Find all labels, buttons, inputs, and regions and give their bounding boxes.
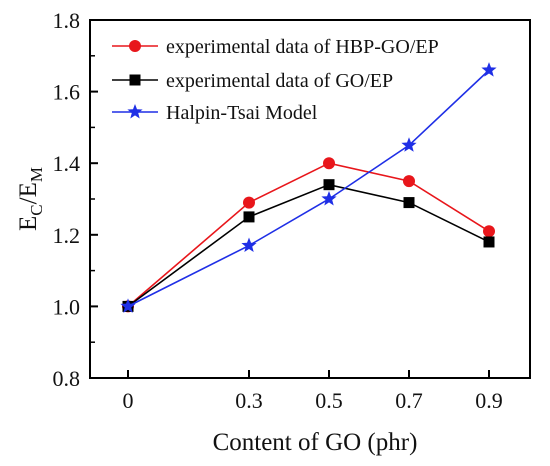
- data-point: [241, 237, 257, 253]
- y-tick-label: 1.0: [53, 294, 81, 319]
- data-point: [483, 225, 495, 238]
- legend: experimental data of HBP-GO/EP experiment…: [112, 36, 439, 124]
- x-tick-label: 0.5: [315, 388, 343, 413]
- data-point: [483, 236, 495, 248]
- x-tick-label: 0.7: [395, 388, 423, 413]
- legend-marker: [129, 40, 141, 52]
- x-tick-label: 0.9: [475, 388, 503, 413]
- y-axis-title-slash: /E: [15, 182, 42, 204]
- legend-item: Halpin-Tsai Model: [112, 102, 318, 124]
- y-axis: 0.8 1.0 1.2 1.4 1.6 1.8: [53, 8, 98, 391]
- series-1: [122, 157, 495, 313]
- legend-item: experimental data of GO/EP: [112, 70, 393, 92]
- series-layer: [120, 62, 497, 313]
- y-axis-title-sub2: M: [27, 167, 46, 182]
- series-line: [127, 183, 490, 308]
- data-point: [401, 137, 417, 152]
- data-point: [323, 157, 335, 170]
- x-tick-label: 0.3: [235, 388, 263, 413]
- svg-text:EC/EM: EC/EM: [15, 167, 46, 231]
- x-tick-label: 0: [123, 388, 134, 413]
- legend-label: experimental data of HBP-GO/EP: [166, 36, 439, 58]
- data-point: [243, 211, 255, 223]
- data-point: [403, 175, 415, 188]
- x-axis-title: Content of GO (phr): [213, 429, 418, 456]
- data-point: [403, 197, 415, 209]
- legend-item: experimental data of HBP-GO/EP: [112, 36, 439, 58]
- legend-marker: [129, 74, 141, 86]
- y-axis-title-main: E: [15, 216, 42, 231]
- legend-marker: [127, 104, 143, 119]
- data-point: [481, 62, 497, 77]
- legend-label: experimental data of GO/EP: [166, 70, 393, 92]
- y-tick-label: 0.8: [53, 366, 81, 391]
- series-3: [120, 62, 497, 313]
- y-tick-label: 1.4: [53, 151, 81, 176]
- data-point: [243, 196, 255, 209]
- x-axis: 0 0.3 0.5 0.7 0.9: [123, 370, 503, 413]
- y-tick-label: 1.2: [53, 223, 81, 248]
- y-axis-title-sub1: C: [27, 204, 46, 215]
- y-tick-label: 1.6: [53, 80, 81, 105]
- data-point: [120, 298, 136, 313]
- data-point: [323, 179, 335, 191]
- y-tick-label: 1.8: [53, 8, 81, 33]
- legend-label: Halpin-Tsai Model: [166, 102, 318, 124]
- y-axis-title: EC/EM: [15, 167, 46, 231]
- series-line: [127, 162, 490, 308]
- data-point: [321, 191, 337, 206]
